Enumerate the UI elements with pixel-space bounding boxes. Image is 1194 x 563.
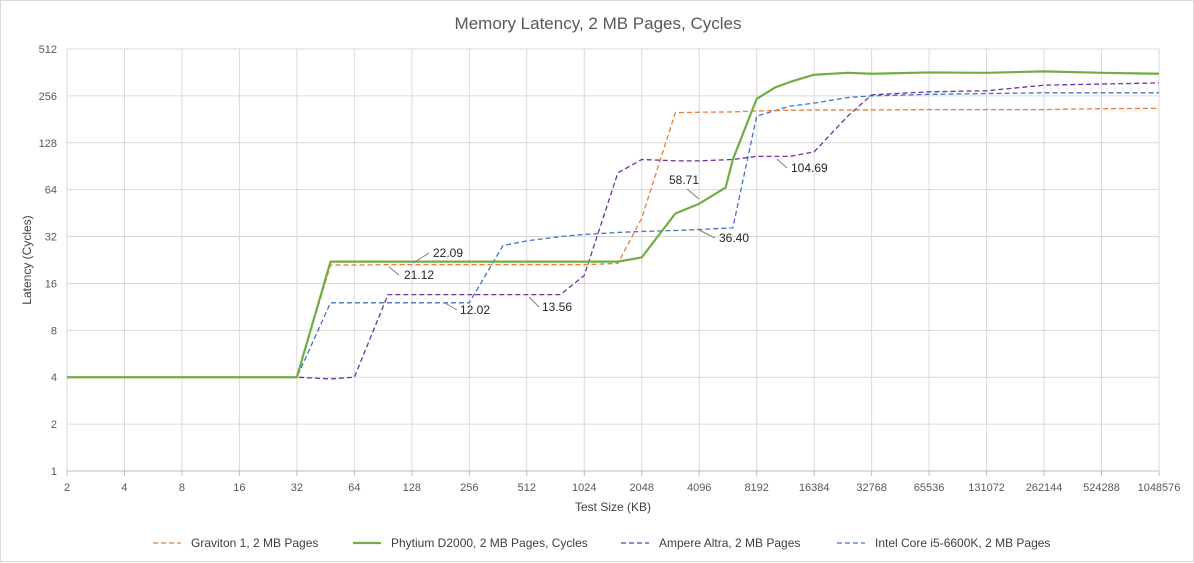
y-tick-label: 128: [39, 138, 57, 150]
x-tick-label: 256: [460, 482, 478, 494]
x-tick-label: 2: [64, 482, 70, 494]
data-label: 21.12: [404, 268, 434, 282]
data-label-leader: [686, 188, 700, 200]
x-tick-label: 1024: [572, 482, 596, 494]
data-label-leader: [696, 228, 716, 239]
x-tick-label: 32768: [856, 482, 887, 494]
x-tick-label: 131072: [968, 482, 1005, 494]
chart-title: Memory Latency, 2 MB Pages, Cycles: [455, 14, 742, 33]
x-tick-label: 8192: [744, 482, 768, 494]
legend-label: Graviton 1, 2 MB Pages: [191, 536, 318, 550]
x-tick-label: 524288: [1083, 482, 1120, 494]
data-label-leader: [776, 158, 788, 169]
y-tick-label: 8: [51, 325, 57, 337]
y-tick-label: 32: [45, 232, 57, 244]
x-tick-label: 262144: [1026, 482, 1063, 494]
data-label-leader: [528, 296, 540, 308]
data-label: 104.69: [791, 161, 828, 175]
legend-label: Ampere Altra, 2 MB Pages: [659, 536, 800, 550]
y-tick-label: 1: [51, 466, 57, 478]
x-tick-label: 16384: [799, 482, 830, 494]
y-tick-label: 16: [45, 278, 57, 290]
data-label-leader: [388, 266, 400, 276]
x-tick-label: 128: [403, 482, 421, 494]
data-label: 13.56: [542, 300, 572, 314]
legend-label: Intel Core i5-6600K, 2 MB Pages: [875, 536, 1050, 550]
x-tick-label: 32: [291, 482, 303, 494]
gridlines: [66, 48, 1160, 472]
series-line-1: [67, 70, 1160, 379]
x-tick-label: 16: [233, 482, 245, 494]
legend: Graviton 1, 2 MB Pages Phytium D2000, 2 M…: [153, 536, 1050, 550]
x-tick-label: 65536: [914, 482, 945, 494]
data-label-leader: [444, 302, 458, 311]
series-lines: [67, 70, 1160, 380]
x-axis-title: Test Size (KB): [575, 500, 651, 514]
data-label: 58.71: [669, 173, 699, 187]
x-tick-label: 8: [179, 482, 185, 494]
y-tick-label: 256: [39, 91, 57, 103]
data-label: 12.02: [460, 303, 490, 317]
legend-label: Phytium D2000, 2 MB Pages, Cycles: [391, 536, 588, 550]
data-label: 36.40: [719, 231, 749, 245]
data-label: 22.09: [433, 246, 463, 260]
x-tick-label: 4: [121, 482, 127, 494]
series-line-2: [67, 82, 1160, 380]
y-tick-label: 4: [51, 372, 57, 384]
series-line-3: [67, 92, 1159, 378]
x-tick-label: 64: [348, 482, 360, 494]
data-label-leader: [412, 252, 430, 264]
x-tick-label: 4096: [687, 482, 711, 494]
y-tick-label: 512: [39, 44, 57, 56]
y-tick-label: 2: [51, 419, 57, 431]
data-labels: 22.09 21.12 12.02 13.56 58.71 36.40 104.69: [388, 158, 828, 317]
x-tick-label: 2048: [629, 482, 653, 494]
y-axis-title: Latency (Cycles): [20, 215, 34, 304]
x-tick-label: 512: [518, 482, 536, 494]
x-tick-label: 1048576: [1138, 482, 1181, 494]
y-tick-label: 64: [45, 185, 57, 197]
series-line-0: [67, 107, 1160, 378]
